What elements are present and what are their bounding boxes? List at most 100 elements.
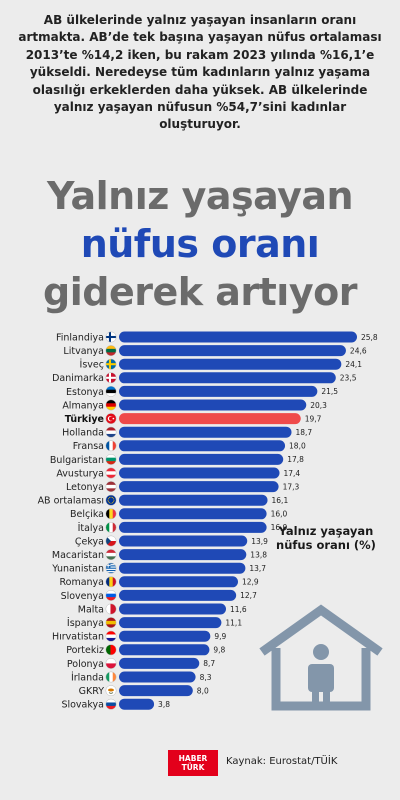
value-label: 3,8 (158, 700, 170, 709)
bar (119, 372, 336, 384)
value-label: 16,0 (271, 510, 288, 519)
germany-flag-icon (105, 399, 117, 411)
category-label: Portekiz (66, 645, 104, 656)
category-label: İrlanda (71, 672, 104, 683)
poland-flag-icon (105, 657, 117, 669)
bar (119, 521, 267, 533)
category-label: Hollanda (62, 428, 104, 439)
greece-flag-icon (105, 562, 117, 574)
slovakia-flag-icon (105, 698, 117, 710)
category-label: İtalya (78, 523, 104, 534)
lithuania-flag-icon (105, 345, 117, 357)
house-person-icon (259, 604, 383, 711)
value-label: 11,6 (230, 605, 247, 614)
value-label: 25,8 (361, 333, 378, 342)
value-label: 21,5 (321, 387, 338, 396)
value-label: 18,7 (296, 428, 313, 437)
category-label: Malta (78, 604, 104, 615)
value-label: 24,1 (345, 360, 362, 369)
bar (119, 603, 227, 615)
value-label: 8,7 (203, 659, 215, 668)
category-label: Finlandiya (56, 332, 104, 343)
bar (119, 426, 292, 438)
bar (119, 399, 307, 411)
category-label: AB ortalaması (38, 496, 104, 507)
bar (119, 644, 210, 656)
bar (119, 657, 200, 669)
category-label: İspanya (67, 618, 104, 629)
legend-title: Yalnız yaşayan nüfus oranı (%) (276, 524, 376, 552)
bar (119, 413, 301, 425)
value-label: 12,7 (240, 591, 257, 600)
bar (119, 508, 267, 520)
value-label: 17,8 (287, 455, 304, 464)
bar (119, 440, 286, 452)
bar (119, 358, 342, 370)
category-label: İsveç (80, 360, 104, 371)
sweden-flag-icon (105, 358, 117, 370)
bar (119, 331, 357, 343)
headline-line-2: nüfus oranı (80, 222, 320, 266)
value-label: 20,3 (310, 401, 327, 410)
bar (119, 617, 222, 629)
hungary-flag-icon (105, 549, 117, 561)
malta-flag-icon (105, 603, 117, 615)
bar (119, 630, 211, 642)
intro-paragraph: AB ülkelerinde yalnız yaşayan insanların… (18, 13, 382, 132)
category-label: Yunanistan (51, 564, 104, 575)
bar (119, 481, 279, 493)
category-label: Litvanya (63, 346, 104, 357)
turkey-flag-icon (105, 413, 117, 425)
value-label: 13,7 (249, 564, 266, 573)
category-label: Bulgaristan (50, 455, 104, 466)
category-label: Letonya (66, 482, 104, 493)
bar (119, 589, 237, 601)
category-label: Çekya (75, 536, 104, 547)
bar (119, 453, 284, 465)
bar (119, 549, 247, 561)
belgium-flag-icon (105, 508, 117, 520)
value-label: 24,6 (350, 346, 367, 355)
value-label: 23,5 (340, 374, 357, 383)
category-label: Slovakya (61, 700, 104, 711)
denmark-flag-icon (105, 372, 117, 384)
category-label: Türkiye (65, 414, 104, 425)
category-label: Fransa (73, 441, 104, 452)
category-label: Hırvatistan (52, 632, 104, 643)
portugal-flag-icon (105, 644, 117, 656)
value-label: 19,7 (305, 414, 322, 423)
category-label: Belçika (70, 509, 104, 520)
category-label: Romanya (59, 577, 104, 588)
value-label: 18,0 (289, 442, 306, 451)
category-label: Danimarka (52, 373, 104, 384)
value-label: 16,0 (271, 523, 288, 532)
bar (119, 535, 248, 547)
eu-flag-icon (105, 494, 117, 506)
source-note: Kaynak: Eurostat/TÜİK (226, 756, 338, 767)
latvia-flag-icon (105, 481, 117, 493)
bar (119, 345, 346, 357)
bar (119, 562, 246, 574)
cyprus-flag-icon (105, 685, 117, 697)
value-label: 17,3 (283, 482, 300, 491)
croatia-flag-icon (105, 630, 117, 642)
category-label: Polonya (67, 659, 104, 670)
headline: Yalnız yaşayan nüfus oranı giderek artıy… (0, 172, 400, 316)
bar (119, 698, 155, 710)
bar (119, 385, 318, 397)
category-label: Almanya (62, 400, 104, 411)
value-label: 8,0 (197, 686, 209, 695)
france-flag-icon (105, 440, 117, 452)
category-label: Estonya (66, 387, 104, 398)
category-label: Slovenya (61, 591, 104, 602)
romania-flag-icon (105, 576, 117, 588)
value-label: 9,8 (213, 646, 225, 655)
bar (119, 671, 196, 683)
value-label: 13,8 (250, 550, 267, 559)
bar (119, 685, 193, 697)
bar (119, 467, 280, 479)
slovenia-flag-icon (105, 589, 117, 601)
netherlands-flag-icon (105, 426, 117, 438)
bar (119, 494, 268, 506)
